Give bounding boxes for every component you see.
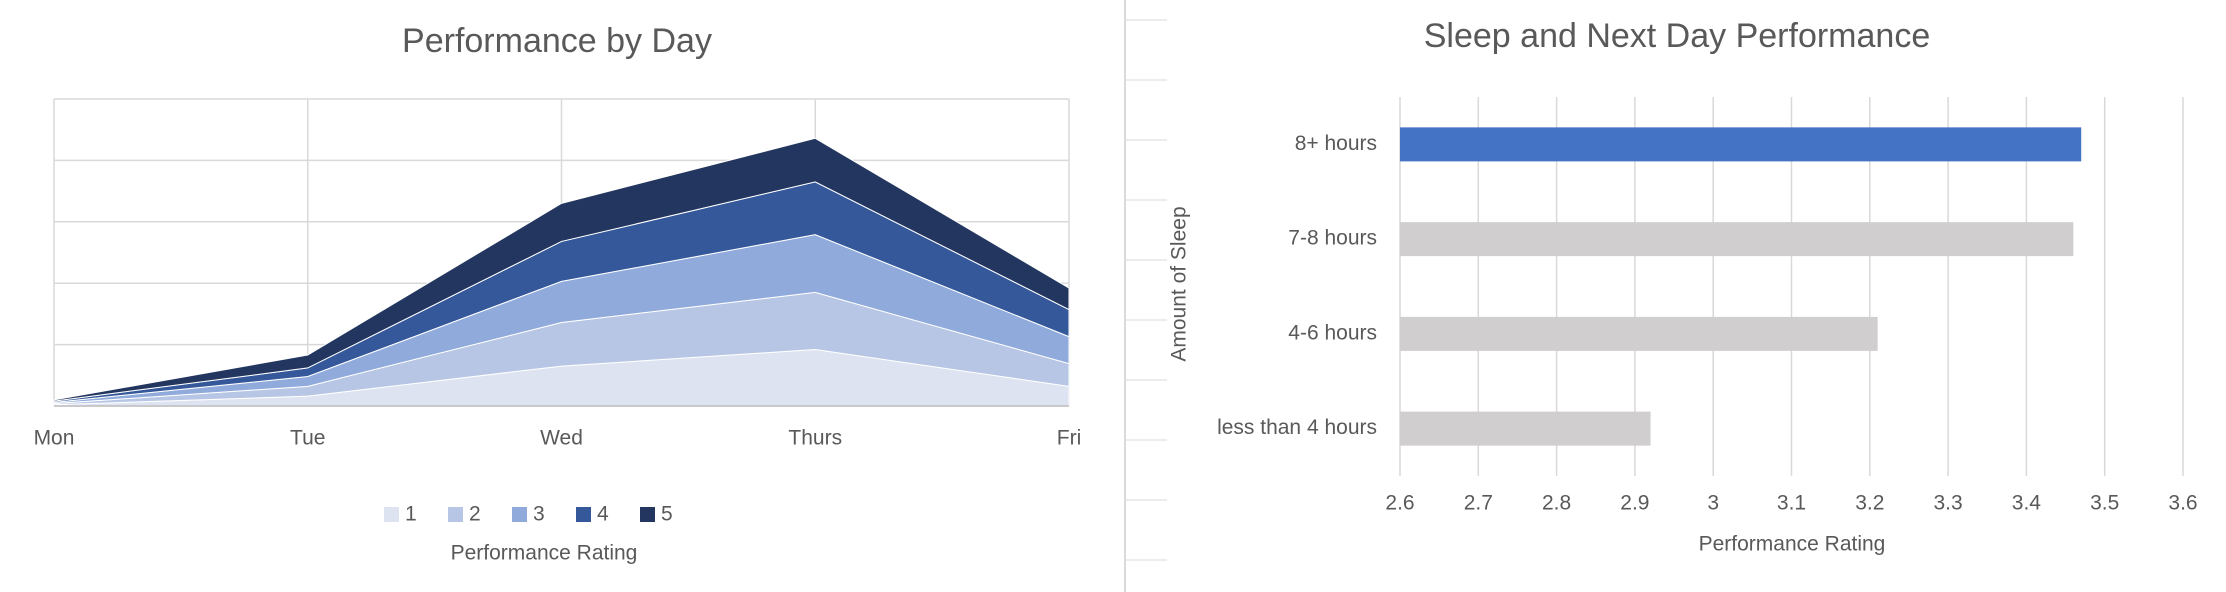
- legend-label: 5: [661, 503, 673, 526]
- x-tick-label: Tue: [290, 427, 325, 450]
- bar: [1400, 127, 2082, 162]
- y-tick-label: 8+ hours: [1295, 132, 1377, 155]
- x-tick-label: Wed: [540, 427, 583, 450]
- legend-label: 3: [533, 503, 545, 526]
- chart-title: Performance by Day: [402, 22, 712, 60]
- x-tick-label: 3.4: [2012, 492, 2042, 515]
- x-tick-label: 2.9: [1620, 492, 1649, 515]
- x-tick-label: 3: [1707, 492, 1719, 515]
- x-tick-label: Mon: [34, 427, 75, 450]
- x-tick-label: 2.8: [1542, 492, 1571, 515]
- chart-title: Sleep and Next Day Performance: [1424, 17, 1930, 55]
- bar: [1400, 411, 1651, 446]
- x-tick-label: Fri: [1057, 427, 1082, 450]
- x-tick-label: 2.7: [1464, 492, 1493, 515]
- divider-ticks: [1125, 19, 1167, 561]
- x-tick-label: 3.5: [2090, 492, 2119, 515]
- legend-swatch: [448, 507, 463, 522]
- bar: [1400, 316, 1878, 351]
- x-tick-label: 3.2: [1855, 492, 1884, 515]
- area: [53, 137, 1070, 402]
- y-tick-label: 7-8 hours: [1288, 227, 1377, 250]
- legend-swatch: [576, 507, 591, 522]
- legend-title: Performance Rating: [451, 542, 638, 565]
- legend-label: 1: [405, 503, 417, 526]
- legend-label: 4: [597, 503, 609, 526]
- x-tick-label: 3.3: [1933, 492, 1962, 515]
- x-tick-label: 3.6: [2168, 492, 2197, 515]
- x-tick-label: 3.1: [1777, 492, 1806, 515]
- y-tick-label: 4-6 hours: [1288, 321, 1377, 344]
- bar: [1400, 222, 2074, 257]
- x-tick-label: 2.6: [1385, 492, 1414, 515]
- legend-swatch: [512, 507, 527, 522]
- legend-swatch: [640, 507, 655, 522]
- legend-swatch: [384, 507, 399, 522]
- legend-label: 2: [469, 503, 481, 526]
- x-tick-label: Thurs: [788, 427, 842, 450]
- y-tick-label: less than 4 hours: [1217, 416, 1377, 439]
- x-axis-title: Performance Rating: [1699, 533, 1886, 556]
- y-axis-title: Amount of Sleep: [1168, 206, 1191, 361]
